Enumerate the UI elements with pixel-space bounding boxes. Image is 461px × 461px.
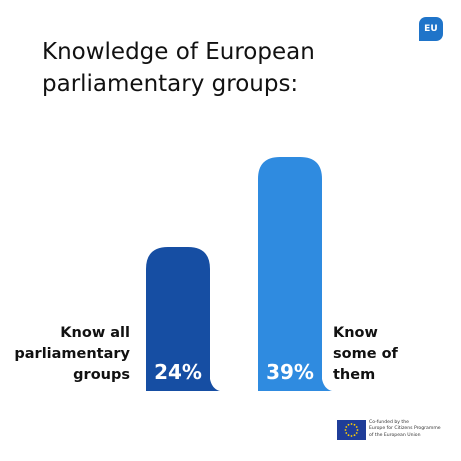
bar bbox=[146, 247, 220, 391]
eu-flag-logo bbox=[337, 420, 366, 440]
category-label-line: Know all bbox=[60, 325, 130, 341]
category-label-line: parliamentary bbox=[14, 346, 130, 362]
footer-line: Europe for Citizens Programme bbox=[369, 426, 441, 432]
cofunded-text: Co-funded by the Europe for Citizens Pro… bbox=[369, 420, 459, 439]
footer-line: of the European Union bbox=[369, 432, 421, 438]
category-label-know-some: Know some of them bbox=[333, 323, 443, 386]
category-label-line: groups bbox=[73, 367, 130, 383]
bar bbox=[258, 157, 332, 391]
category-label-line: Know bbox=[333, 325, 378, 341]
data-label: 39% bbox=[266, 360, 314, 384]
data-label: 24% bbox=[154, 360, 202, 384]
eu-badge-text: EU bbox=[424, 24, 438, 34]
eu-badge: EU bbox=[419, 17, 443, 41]
category-label-line: them bbox=[333, 367, 376, 383]
category-label-know-all: Know all parliamentary groups bbox=[10, 323, 130, 386]
category-label-line: some of bbox=[333, 346, 398, 362]
page-title: Knowledge of European parliamentary grou… bbox=[42, 39, 315, 97]
footer-line: Co-funded by the bbox=[369, 420, 409, 425]
